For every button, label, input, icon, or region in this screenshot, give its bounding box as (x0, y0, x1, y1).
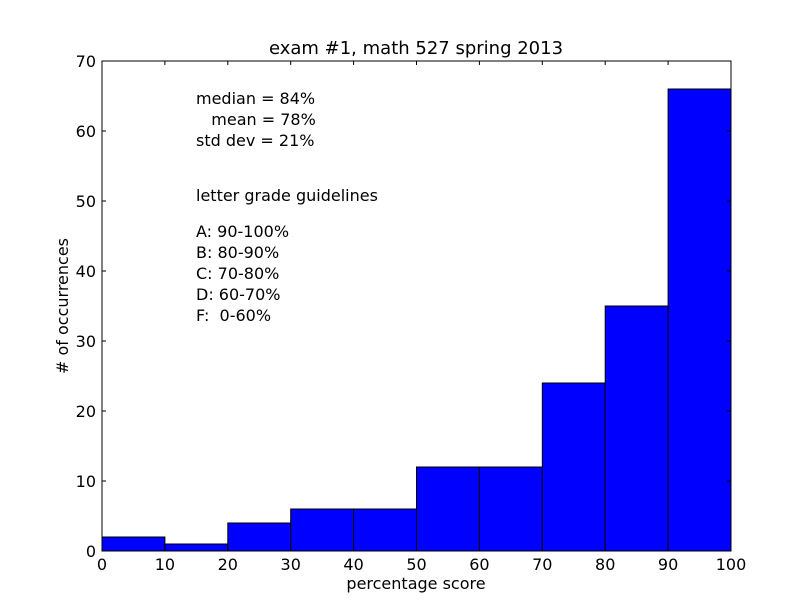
y-axis-ticks: 0 10 20 30 40 50 60 70 (76, 52, 731, 561)
y-tick-label: 30 (76, 332, 96, 351)
y-tick-label: 40 (76, 262, 96, 281)
x-tick-label: 100 (716, 555, 747, 574)
histogram-bar-5 (416, 466, 480, 552)
histogram-bar-1 (164, 543, 229, 552)
x-tick-label: 80 (595, 555, 615, 574)
histogram-bar-7 (541, 382, 606, 552)
x-tick-label: 10 (155, 555, 175, 574)
stat-median: median = 84% (196, 89, 315, 108)
x-tick-label: 30 (281, 555, 301, 574)
histogram-bar-8 (604, 305, 669, 552)
y-tick-label: 50 (76, 192, 96, 211)
guideline-a: A: 90-100% (196, 222, 289, 241)
x-tick-label: 60 (469, 555, 489, 574)
guideline-b: B: 80-90% (196, 243, 279, 262)
histogram-bar-4 (353, 508, 418, 552)
x-tick-label: 20 (218, 555, 238, 574)
chart-title: exam #1, math 527 spring 2013 (269, 38, 563, 59)
histogram-bar-6 (478, 466, 543, 552)
x-tick-label: 0 (97, 555, 107, 574)
histogram-bar-2 (227, 522, 292, 552)
x-tick-label: 70 (532, 555, 552, 574)
guidelines-title: letter grade guidelines (196, 186, 378, 205)
x-tick-label: 50 (406, 555, 426, 574)
stat-std-dev: std dev = 21% (196, 131, 314, 150)
y-axis-label: # of occurrences (53, 238, 72, 374)
guideline-d: D: 60-70% (196, 285, 281, 304)
stat-mean: mean = 78% (196, 110, 316, 129)
y-tick-label: 20 (76, 402, 96, 421)
y-tick-label: 60 (76, 122, 96, 141)
x-axis-ticks: 0 10 20 30 40 50 60 70 80 90 100 (97, 61, 746, 574)
x-tick-label: 90 (658, 555, 678, 574)
histogram-bar-3 (290, 508, 355, 552)
y-tick-label: 70 (76, 52, 96, 71)
y-tick-label: 10 (76, 472, 96, 491)
x-tick-label: 40 (343, 555, 363, 574)
x-axis-label: percentage score (346, 574, 485, 593)
guideline-c: C: 70-80% (196, 264, 279, 283)
grade-guidelines: letter grade guidelines A: 90-100% B: 80… (196, 186, 378, 325)
stats-annotation: median = 84% mean = 78% std dev = 21% (196, 89, 316, 150)
bars-group (101, 88, 732, 552)
y-tick-label: 0 (86, 542, 96, 561)
histogram-bar-9 (667, 88, 732, 552)
guideline-f: F: 0-60% (196, 306, 271, 325)
histogram-bar-0 (101, 536, 166, 552)
